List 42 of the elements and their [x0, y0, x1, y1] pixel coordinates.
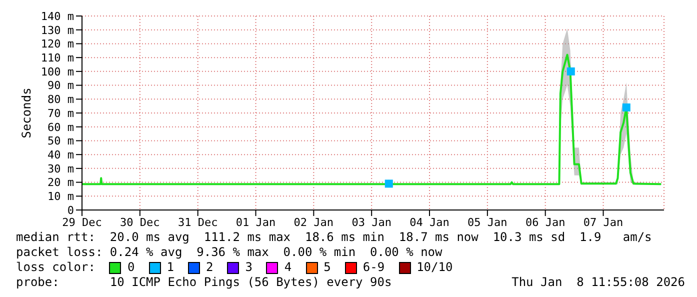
y-tick-label: 120 m: [40, 38, 74, 51]
x-tick-label: 31 Dec: [178, 216, 218, 229]
x-tick-label: 01 Jan: [236, 216, 276, 229]
y-tick-label: 30 m: [48, 162, 74, 176]
y-tick-label: 110 m: [40, 51, 74, 64]
legend-label: 4: [283, 260, 292, 274]
y-tick-label: 20 m: [48, 176, 74, 190]
text: Thu Jan 8 11:55:08 2026: [512, 275, 685, 290]
y-tick-label: 40 m: [48, 148, 74, 162]
y-tick-label: 60 m: [48, 120, 74, 134]
x-tick-label: 06 Jan: [525, 216, 566, 229]
legend-label: 3: [244, 260, 252, 274]
y-tick-label: 10 m: [48, 190, 74, 204]
y-tick-label: 100 m: [40, 65, 74, 78]
point: [622, 103, 630, 112]
x-tick-label: 29 Dec: [62, 216, 102, 229]
x-tick-label: 02 Jan: [294, 216, 334, 229]
x-tick-label: 07 Jan: [583, 216, 624, 229]
point: [384, 180, 393, 188]
y-tick-label: 50 m: [48, 134, 74, 148]
legend-label: 0: [126, 260, 135, 274]
y-tick-label: 90 m: [48, 79, 74, 92]
point: [566, 67, 575, 76]
y-tick-label: 130 m: [40, 24, 74, 37]
text: median rtt: 20.0 ms avg 111.2 ms max 18.6 ms min 18.7 ms now 10.3 ms sd 1.9 am/s: [16, 230, 653, 245]
y-axis-title: Seconds: [19, 88, 34, 138]
y-tick-label: 80 m: [48, 93, 74, 106]
y-tick-label: 0: [67, 204, 74, 217]
x-tick-label: 03 Jan: [352, 216, 392, 229]
legend-label: 10/10: [416, 260, 453, 274]
text: probe: 10 ICMP Echo Pings (56 Bytes) every 90s: [16, 275, 392, 290]
legend-title: loss color:: [16, 260, 96, 274]
y-tick-label: 70 m: [48, 106, 74, 120]
legend-label: 1: [166, 260, 174, 274]
legend-label: 6-9: [362, 260, 385, 274]
x-tick-label: 30 Dec: [120, 216, 160, 229]
text: packet loss: 0.24 % avg 9.36 % max 0.00 % min 0.00 % now: [16, 245, 444, 260]
y-tick-label: 140 m: [40, 10, 74, 23]
legend-label: 2: [204, 260, 214, 274]
x-tick-label: 05 Jan: [468, 216, 508, 229]
x-tick-label: 04 Jan: [410, 216, 450, 229]
legend-label: 5: [322, 260, 331, 274]
